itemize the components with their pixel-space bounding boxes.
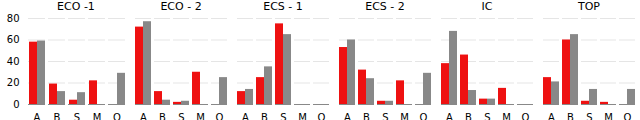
svg-text:40: 40 bbox=[7, 56, 20, 67]
svg-text:S: S bbox=[586, 112, 592, 120]
svg-text:S: S bbox=[280, 112, 286, 120]
svg-text:A: A bbox=[548, 112, 555, 120]
svg-text:B: B bbox=[54, 112, 61, 120]
svg-text:A: A bbox=[242, 112, 249, 120]
svg-text:0: 0 bbox=[13, 99, 19, 110]
svg-text:B: B bbox=[159, 112, 166, 120]
svg-text:A: A bbox=[446, 112, 453, 120]
svg-text:A: A bbox=[140, 112, 147, 120]
svg-text:M: M bbox=[93, 112, 102, 120]
html-text:IC: IC bbox=[481, 0, 493, 13]
html-text:ECO -1: ECO -1 bbox=[57, 0, 95, 13]
svg-text:O: O bbox=[420, 112, 428, 120]
svg-text:O: O bbox=[624, 112, 632, 120]
html-text:ECO - 2: ECO - 2 bbox=[160, 0, 202, 13]
svg-text:M: M bbox=[400, 112, 409, 120]
html-text:ECS - 1: ECS - 1 bbox=[263, 0, 303, 13]
svg-text:B: B bbox=[465, 112, 472, 120]
svg-text:A: A bbox=[34, 112, 41, 120]
svg-text:20: 20 bbox=[7, 77, 20, 88]
svg-text:S: S bbox=[178, 112, 184, 120]
svg-text:O: O bbox=[113, 112, 121, 120]
svg-text:B: B bbox=[363, 112, 370, 120]
svg-text:S: S bbox=[382, 112, 388, 120]
svg-text:O: O bbox=[318, 112, 326, 120]
svg-text:B: B bbox=[261, 112, 268, 120]
svg-text:A: A bbox=[344, 112, 351, 120]
svg-text:M: M bbox=[196, 112, 205, 120]
svg-text:O: O bbox=[216, 112, 224, 120]
svg-text:M: M bbox=[502, 112, 511, 120]
html-text:TOP: TOP bbox=[578, 0, 600, 13]
svg-text:M: M bbox=[604, 112, 613, 120]
svg-text:60: 60 bbox=[7, 34, 20, 45]
svg-text:80: 80 bbox=[7, 14, 20, 24]
svg-text:B: B bbox=[567, 112, 574, 120]
svg-text:O: O bbox=[522, 112, 530, 120]
svg-text:M: M bbox=[298, 112, 307, 120]
svg-text:S: S bbox=[484, 112, 490, 120]
html-text:ECS - 2: ECS - 2 bbox=[365, 0, 405, 13]
svg-text:S: S bbox=[74, 112, 80, 120]
